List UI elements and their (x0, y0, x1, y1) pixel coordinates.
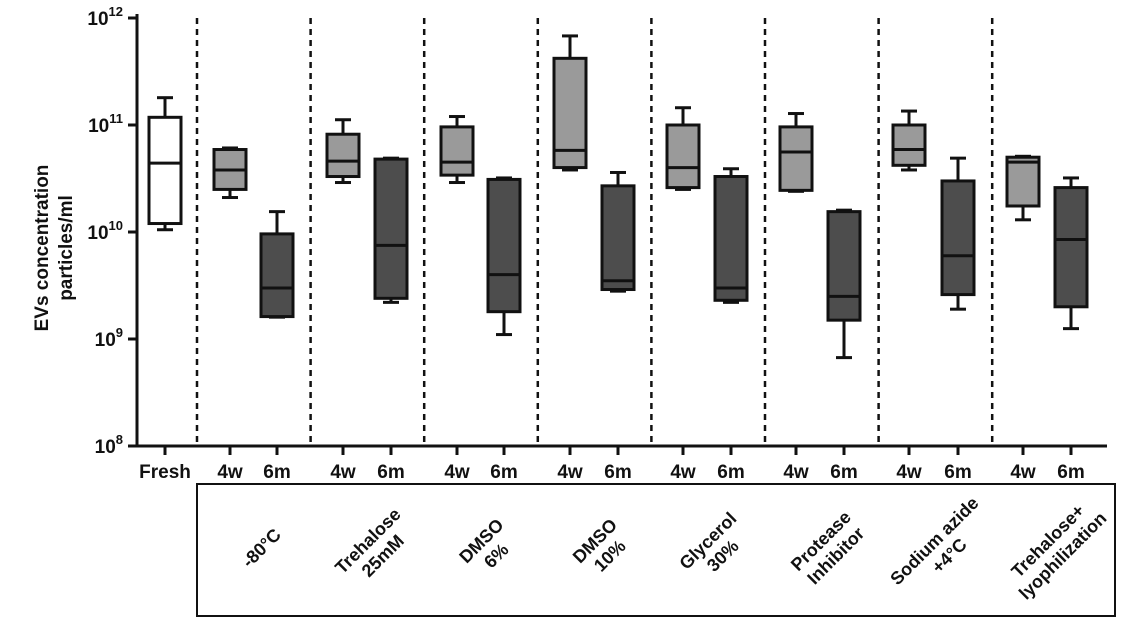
x-axis: Fresh 4w 6m 4w 6m 4w 6m 4w 6m 4w 6m 4w 6m 4w 6m 4w 6m (137, 444, 1107, 483)
box-4w (552, 34, 588, 172)
box-6m (600, 170, 636, 293)
box-body (778, 125, 814, 192)
y-axis-title: EVs concentration particles/ml (32, 165, 77, 332)
x-tick-label: 4w (217, 462, 243, 483)
x-tick-label: 4w (783, 462, 809, 483)
box-body (325, 132, 361, 179)
box-4w (325, 118, 361, 185)
y-axis-title-line-1: EVs concentration (32, 165, 53, 332)
box-4w (1005, 154, 1041, 222)
box-body (147, 115, 183, 226)
condition-label: Glycerol30% (675, 508, 755, 588)
condition-label: Trehalose25mM (331, 504, 419, 592)
box-body (940, 179, 976, 297)
x-tick-label: 6m (944, 462, 971, 483)
box-series (147, 34, 1089, 360)
condition-labels: -80°C Trehalose25mM DMSO6% DMSO10% Glycerol3… (238, 493, 1110, 604)
box-body (1005, 155, 1041, 208)
box-body (600, 184, 636, 292)
x-tick-label: 6m (490, 462, 517, 483)
x-tick-label: 4w (1010, 462, 1036, 483)
x-tick-label: 6m (830, 462, 857, 483)
y-axis: 1012 1011 1010 109 108 (87, 4, 139, 458)
box-6m (373, 156, 409, 304)
condition-label: Sodium azide+4°C (886, 493, 997, 604)
x-tick-label: 4w (896, 462, 922, 483)
x-tick-label: 6m (263, 462, 290, 483)
condition-label: DMSO6% (455, 515, 522, 582)
box-body (826, 210, 862, 322)
box-6m (713, 167, 749, 304)
box-body (486, 177, 522, 314)
group-separators (195, 18, 994, 446)
box-6m (259, 210, 295, 319)
x-tick-label: Fresh (139, 462, 191, 483)
x-tick-label: 6m (604, 462, 631, 483)
x-tick-label: 4w (670, 462, 696, 483)
box-body (1053, 186, 1089, 309)
box-body (665, 123, 701, 190)
x-tick-label: 4w (444, 462, 470, 483)
x-tick-label: 4w (330, 462, 356, 483)
box-4w (891, 109, 927, 172)
x-tick-label: 4w (557, 462, 583, 483)
box-body (259, 232, 295, 319)
y-tick-label: 1010 (87, 218, 123, 244)
x-tick-label: 6m (717, 462, 744, 483)
condition-label: ProteaseInhibitor (787, 507, 870, 590)
x-tick-label: 6m (1057, 462, 1084, 483)
box-body (713, 175, 749, 302)
box-fresh (147, 96, 183, 232)
box-6m (486, 176, 522, 337)
condition-label: Trehalose+lyophilization (1000, 493, 1110, 603)
box-6m (826, 208, 862, 360)
box-6m (1053, 176, 1089, 331)
condition-label: -80°C (238, 525, 285, 572)
condition-legend-frame (196, 483, 1116, 617)
box-4w (212, 146, 248, 200)
y-tick-label: 109 (95, 325, 123, 351)
x-tick-label: 6m (377, 462, 404, 483)
y-axis-title-line-2: particles/ml (56, 195, 77, 301)
box-body (891, 123, 927, 167)
y-tick-label: 108 (95, 432, 123, 458)
box-6m (940, 156, 976, 311)
y-tick-label: 1012 (87, 4, 123, 30)
y-tick-label: 1011 (88, 111, 123, 137)
box-body (373, 157, 409, 300)
box-4w (439, 115, 475, 185)
box-body (439, 125, 475, 177)
box-4w (778, 112, 814, 193)
condition-label: DMSO10% (569, 515, 636, 582)
box-4w (665, 106, 701, 191)
